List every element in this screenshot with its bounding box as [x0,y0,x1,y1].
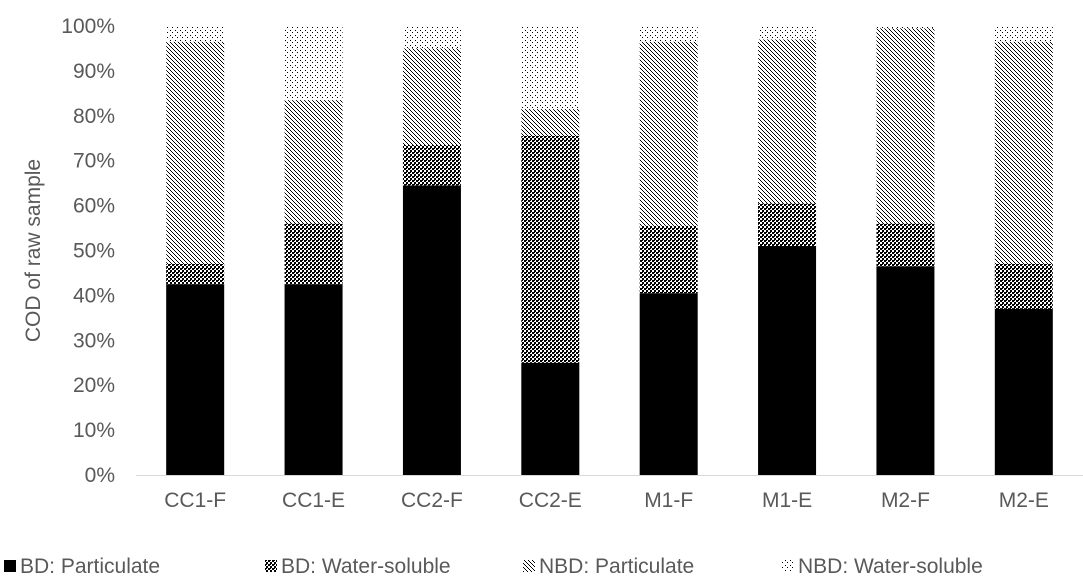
bar-group-cc2-f [402,26,461,475]
bar-segment [758,26,817,40]
bar-segment [284,100,343,224]
bar-segment [994,263,1053,309]
bar-segment [284,284,343,475]
bar-segment [639,41,698,226]
legend-item: BD: Water-soluble [265,555,451,578]
bar-segment [876,266,935,475]
bar-group-cc1-e [284,26,343,475]
bar-segment [994,26,1053,42]
bar-segment [639,26,698,42]
bar-segment [876,26,935,29]
bar-segment [402,144,461,186]
x-tick-label: M2-E [999,489,1049,512]
bar-group-m2-e [994,26,1053,475]
y-tick-label: 80% [73,105,115,128]
legend: BD: Particulate BD: Water-soluble NBD: Par… [4,555,983,578]
bar-group-cc2-e [521,26,580,475]
y-tick-label: 90% [73,60,115,83]
bar-segment [876,223,935,267]
x-tick-label: CC1-E [282,489,345,512]
bar-segment [402,185,461,475]
bar-segment [994,41,1053,264]
bar-segment [994,308,1053,475]
x-tick-label: CC1-F [164,489,226,512]
legend-swatch [782,560,794,572]
bar-segment [284,223,343,285]
y-tick-label: 0% [85,464,115,487]
bar-segment [166,284,225,475]
bar-segment [166,263,225,285]
legend-swatch [4,560,16,572]
legend-label: NBD: Water-soluble [798,555,983,578]
y-tick-label: 70% [73,150,115,173]
bar-segment [758,246,817,475]
y-tick-label: 10% [73,419,115,442]
bar-group-m1-e [758,26,817,475]
legend-label: BD: Water-soluble [281,555,451,578]
y-tick-label: 100% [61,15,115,38]
legend-item: NBD: Water-soluble [782,555,983,578]
bar-segment [402,26,461,49]
legend-label: BD: Particulate [20,555,160,578]
legend-item: NBD: Particulate [523,555,694,578]
y-tick-label: 30% [73,329,115,352]
y-tick-label: 60% [73,195,115,218]
x-tick-label: CC2-E [519,489,582,512]
bar-segment [166,41,225,264]
bar-segment [284,26,343,101]
bar-segment [521,136,580,363]
legend-swatch [265,560,277,572]
bar-segment [402,48,461,145]
y-tick-label: 20% [73,374,115,397]
y-tick-label: 40% [73,284,115,307]
y-tick-label: 50% [73,240,115,263]
bar-group-cc1-f [166,26,225,475]
x-axis: CC1-F CC1-E CC2-F CC2-E M1-F M1-E M2-F M2-E [164,489,1049,512]
x-tick-label: M2-F [881,489,930,512]
bar-segment [521,109,580,137]
bar-segment [639,293,698,475]
x-tick-label: M1-F [644,489,693,512]
bar-segment [758,39,817,204]
legend-swatch [523,560,535,572]
y-axis: 0% 10% 20% 30% 40% 50% 60% 70% 80% 90% 100% [61,15,115,487]
legend-label: NBD: Particulate [539,555,694,578]
y-axis-title: COD of raw sample [22,159,45,342]
bar-group-m1-f [639,26,698,475]
bar-segment [639,225,698,294]
bar-segment [521,362,580,475]
bar-segment [166,26,225,42]
bar-segment [876,28,935,224]
x-tick-label: M1-E [762,489,812,512]
bar-segment [521,26,580,110]
bar-group-m2-f [876,26,935,475]
bar-segment [758,203,817,247]
legend-item: BD: Particulate [4,555,160,578]
bars [166,26,1053,475]
x-tick-label: CC2-F [401,489,463,512]
